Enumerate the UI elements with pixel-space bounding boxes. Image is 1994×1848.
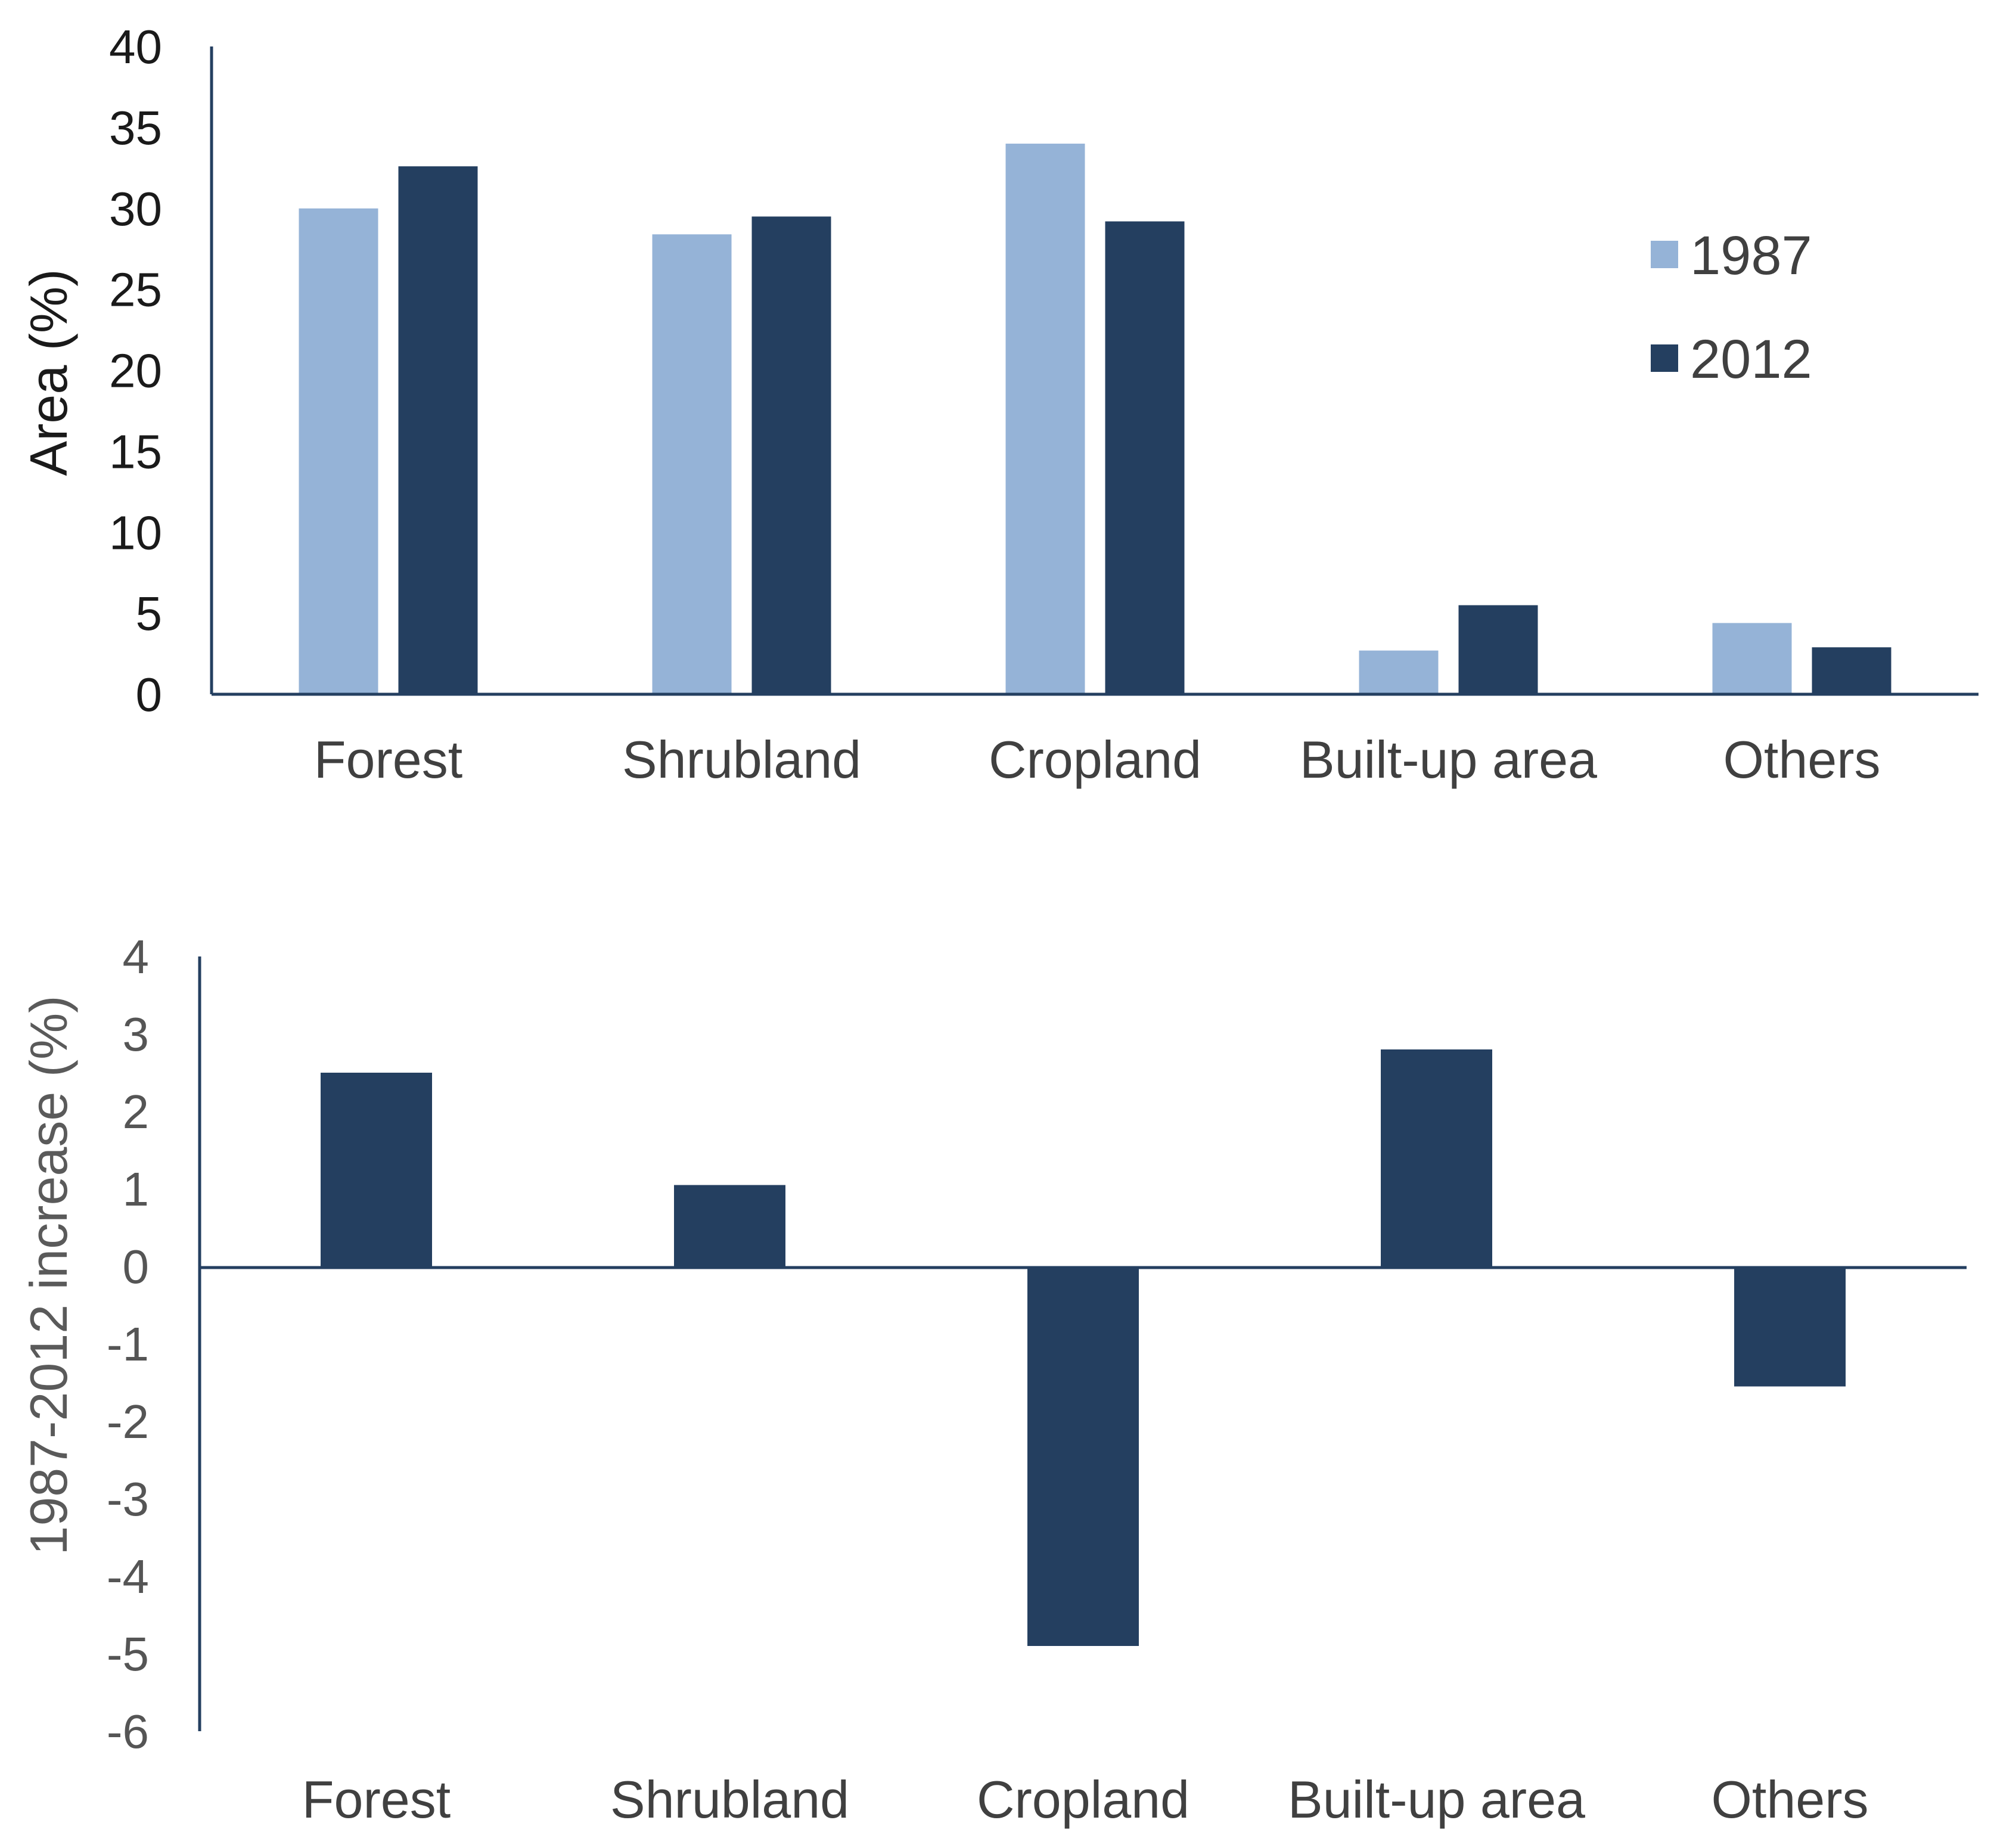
- legend-swatch-2012: [1651, 344, 1678, 372]
- chart1-y-tick-35: 35: [109, 101, 162, 154]
- chart1-y-tick-30: 30: [109, 182, 162, 235]
- increase-bar-others: [1734, 1266, 1846, 1387]
- chart2-y-axis-label: 1987-2012 increase (%): [19, 995, 78, 1555]
- bar-built-up-area-2012: [1458, 605, 1538, 694]
- chart2-y-tick-4: 4: [123, 930, 150, 983]
- chart1-category-labels: Forest Shrubland Cropland Built-up area Othe…: [314, 730, 1881, 789]
- chart2-y-tick-1: 1: [123, 1163, 150, 1216]
- chart2-category-forest: Forest: [302, 1770, 451, 1829]
- chart1-y-tick-15: 15: [109, 425, 162, 478]
- chart1-category-built-up-area: Built-up area: [1300, 730, 1597, 789]
- chart1-y-tick-5: 5: [136, 587, 163, 640]
- increase-bar-cropland: [1027, 1266, 1139, 1646]
- chart2-y-tick-2: 2: [123, 1085, 150, 1138]
- chart1-category-cropland: Cropland: [989, 730, 1201, 789]
- chart1-y-tick-10: 10: [109, 506, 162, 559]
- chart1-y-tick-0: 0: [136, 668, 163, 721]
- chart2-y-tick-3: 3: [123, 1008, 150, 1061]
- chart2-y-ticks: -6 -5 -4 -3 -2 -1 0 1 2 3 4: [107, 930, 149, 1758]
- bar-others-2012: [1812, 647, 1891, 694]
- chart1-y-axis-label: Area (%): [19, 269, 78, 476]
- increase-bar-built-up-area: [1381, 1049, 1492, 1266]
- legend-swatch-1987: [1651, 241, 1678, 268]
- bar-built-up-area-1987: [1359, 650, 1439, 694]
- chart2-y-tick-5: -5: [107, 1628, 149, 1681]
- increase-chart: 1987-2012 increase (%) -6 -5 -4 -3 -2 -1 0 1 2 3 4…: [19, 930, 1967, 1829]
- chart1-y-tick-25: 25: [109, 263, 162, 316]
- chart1-y-tick-20: 20: [109, 344, 162, 397]
- chart1-category-forest: Forest: [314, 730, 462, 789]
- chart2-category-shrubland: Shrubland: [610, 1770, 849, 1829]
- chart2-y-tick-1: -1: [107, 1318, 149, 1371]
- chart2-category-labels: Forest Shrubland Cropland Built-up area Othe…: [302, 1770, 1869, 1829]
- chart1-bars: [299, 144, 1891, 695]
- increase-bar-forest: [321, 1073, 432, 1266]
- chart1-y-tick-40: 40: [109, 20, 162, 73]
- chart1-category-shrubland: Shrubland: [622, 730, 861, 789]
- bar-shrubland-2012: [751, 216, 831, 694]
- chart2-y-tick-4: -4: [107, 1550, 149, 1603]
- legend-label-2012: 2012: [1690, 329, 1812, 390]
- chart2-category-cropland: Cropland: [977, 1770, 1189, 1829]
- increase-bar-shrubland: [674, 1185, 785, 1266]
- bar-others-1987: [1712, 623, 1792, 694]
- chart1-legend: 1987 2012: [1651, 225, 1812, 390]
- chart2-y-tick-3: -3: [107, 1473, 149, 1526]
- bar-cropland-2012: [1105, 221, 1185, 694]
- chart2-category-others: Others: [1711, 1770, 1868, 1829]
- chart2-category-built-up-area: Built-up area: [1288, 1770, 1585, 1829]
- area-chart: Area (%) 0 5 10 15 20 25 30 35 40 Forest Shrublan…: [19, 20, 1979, 789]
- chart2-y-tick-6: -6: [107, 1705, 149, 1758]
- chart1-y-ticks: 0 5 10 15 20 25 30 35 40: [109, 20, 162, 721]
- bar-forest-1987: [299, 208, 378, 694]
- legend-label-1987: 1987: [1690, 225, 1812, 286]
- chart2-y-tick-0: 0: [123, 1240, 150, 1293]
- bar-forest-2012: [398, 166, 478, 695]
- bar-shrubland-1987: [652, 234, 732, 695]
- chart1-category-others: Others: [1723, 730, 1880, 789]
- chart2-bars: [321, 1049, 1846, 1646]
- chart2-y-tick-2: -2: [107, 1395, 149, 1448]
- bar-cropland-1987: [1005, 144, 1085, 695]
